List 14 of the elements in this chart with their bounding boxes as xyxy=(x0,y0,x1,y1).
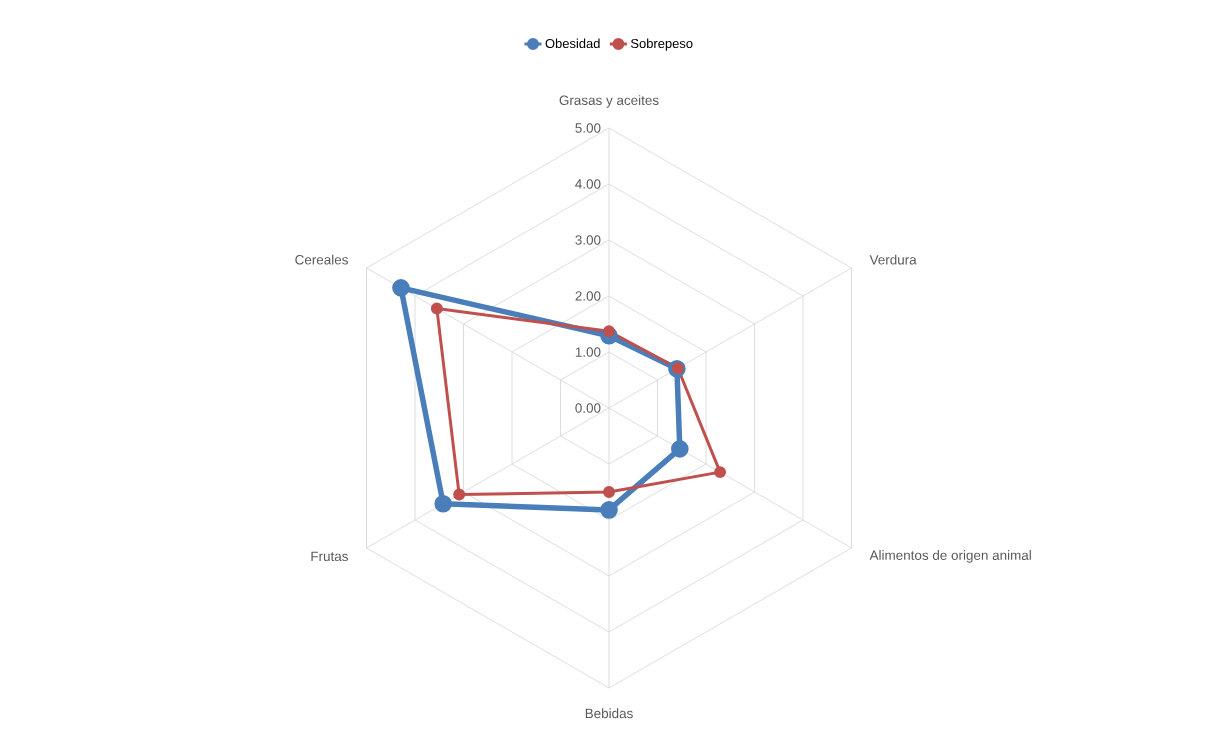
legend-label: Sobrepeso xyxy=(630,38,693,51)
y-tick-label: 2.00 xyxy=(575,291,601,301)
spoke-label: Verdura xyxy=(869,254,917,265)
y-tick-label: 5.00 xyxy=(575,123,601,133)
y-tick-label: 3.00 xyxy=(575,235,601,245)
y-tick-label: 0.00 xyxy=(575,403,601,413)
y-tick-label: 4.00 xyxy=(575,179,601,189)
legend-label: Obesidad xyxy=(545,38,600,49)
spoke-label: Frutas xyxy=(311,551,348,562)
spoke-label: Alimentos de origen animal xyxy=(869,550,1031,563)
spoke-label: Cereales xyxy=(295,254,348,265)
spoke-label: Grasas y aceites xyxy=(559,95,659,108)
y-tick-label: 1.00 xyxy=(575,347,601,357)
spoke-label: Bebidas xyxy=(585,708,633,719)
